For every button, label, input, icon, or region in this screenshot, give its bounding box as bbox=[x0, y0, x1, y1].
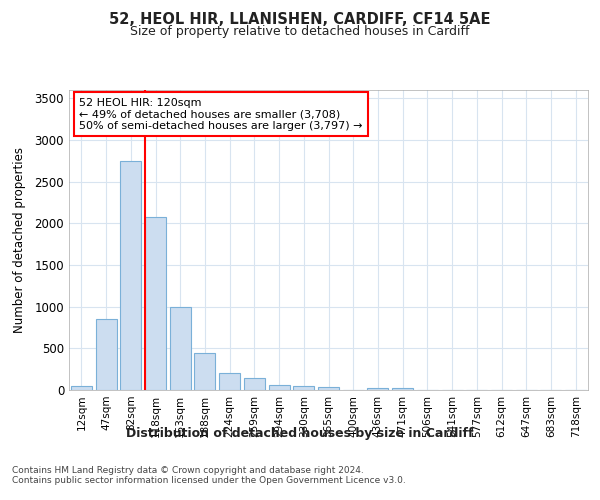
Bar bbox=[367, 388, 388, 390]
Bar bbox=[293, 386, 314, 390]
Text: Contains HM Land Registry data © Crown copyright and database right 2024.
Contai: Contains HM Land Registry data © Crown c… bbox=[12, 466, 406, 485]
Y-axis label: Number of detached properties: Number of detached properties bbox=[13, 147, 26, 333]
Bar bbox=[269, 385, 290, 390]
Text: 52 HEOL HIR: 120sqm
← 49% of detached houses are smaller (3,708)
50% of semi-det: 52 HEOL HIR: 120sqm ← 49% of detached ho… bbox=[79, 98, 363, 130]
Bar bbox=[95, 319, 116, 390]
Text: 52, HEOL HIR, LLANISHEN, CARDIFF, CF14 5AE: 52, HEOL HIR, LLANISHEN, CARDIFF, CF14 5… bbox=[109, 12, 491, 28]
Bar bbox=[219, 374, 240, 390]
Bar bbox=[145, 217, 166, 390]
Text: Size of property relative to detached houses in Cardiff: Size of property relative to detached ho… bbox=[130, 25, 470, 38]
Bar bbox=[71, 386, 92, 390]
Bar bbox=[244, 378, 265, 390]
Bar bbox=[318, 386, 339, 390]
Bar bbox=[170, 306, 191, 390]
Bar bbox=[194, 352, 215, 390]
Bar bbox=[392, 388, 413, 390]
Bar bbox=[120, 161, 141, 390]
Text: Distribution of detached houses by size in Cardiff: Distribution of detached houses by size … bbox=[126, 428, 474, 440]
